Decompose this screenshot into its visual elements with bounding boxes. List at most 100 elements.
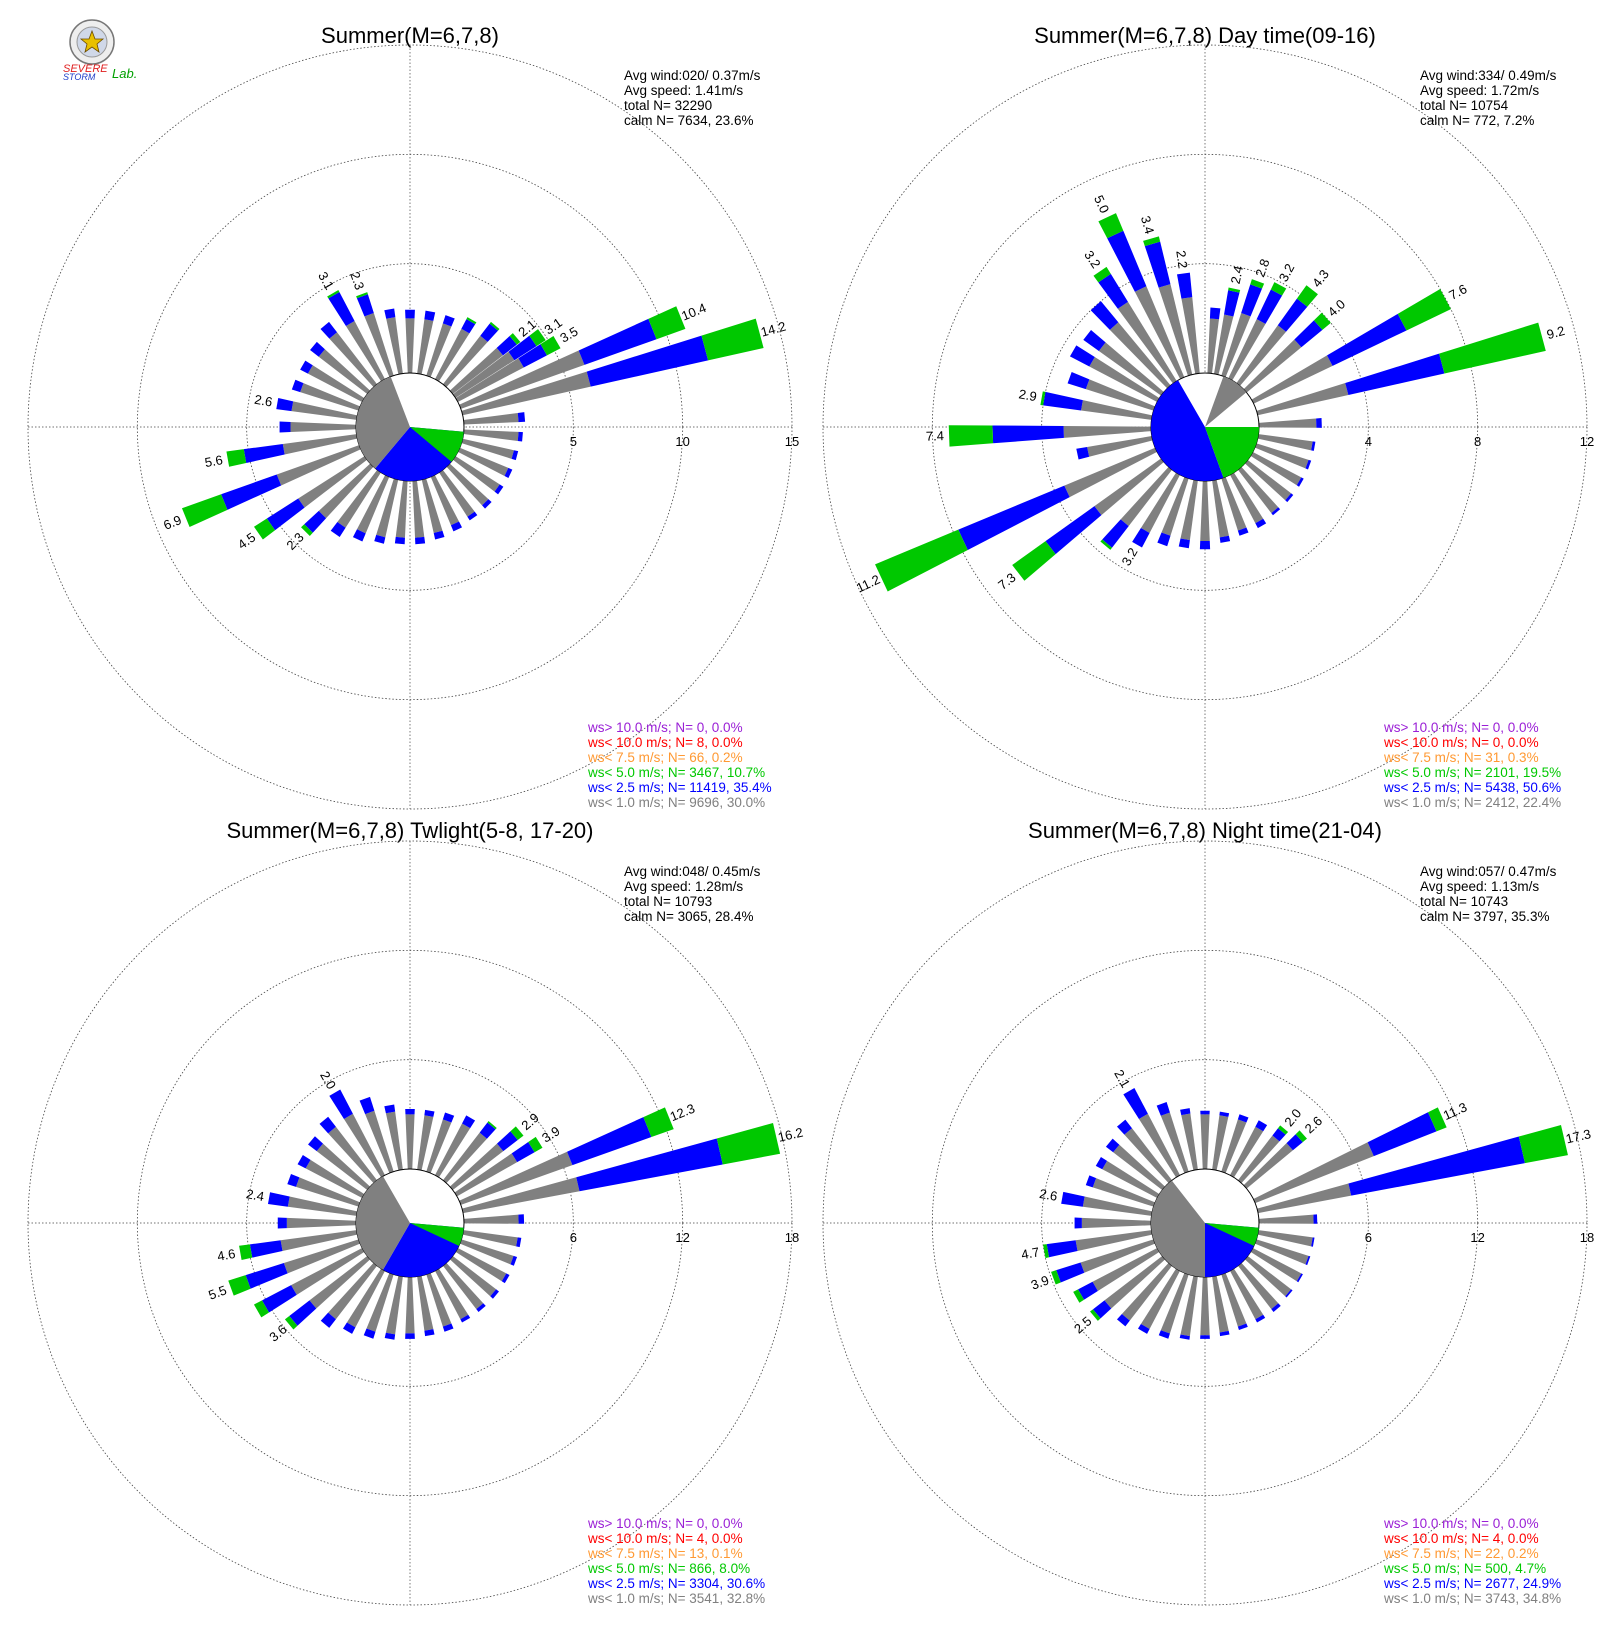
stat-total: total N= 10754 (1420, 98, 1509, 113)
bar-segment-blue (1144, 241, 1171, 288)
bar-segment-blue (501, 1273, 510, 1284)
bar-segment-green (1098, 213, 1124, 239)
legend-entry: ws< 10.0 m/s; N= 0, 0.0% (1383, 735, 1539, 750)
bar-segment-blue (1085, 1175, 1097, 1188)
bar-segment-blue (1116, 1314, 1130, 1327)
legend-entry: ws< 7.5 m/s; N= 66, 0.2% (587, 750, 743, 765)
bar-segment-gray (318, 463, 374, 519)
bar-value-label: 11.2 (854, 572, 882, 596)
bar-segment-gray (385, 1275, 403, 1335)
bar-value-label: 9.2 (1545, 323, 1566, 342)
radial-tick-label: 12 (1580, 434, 1594, 449)
direction-bar (442, 1121, 497, 1184)
bar-segment-blue (511, 450, 519, 461)
bar-value-label: 3.9 (539, 1123, 562, 1145)
bar-segment-green (1051, 1270, 1061, 1285)
bar-value-label: 4.0 (1325, 296, 1348, 319)
direction-bar: 7.6 (1251, 281, 1469, 404)
direction-bar (320, 1262, 378, 1328)
direction-bar: 2.6 (253, 392, 358, 420)
bar-value-label: 2.6 (1302, 1113, 1325, 1136)
direction-bar: 4.5 (235, 456, 368, 552)
legend-entry: ws> 10.0 m/s; N= 0, 0.0% (587, 720, 743, 735)
bar-segment-gray (282, 434, 358, 455)
bar-segment-blue (405, 1333, 415, 1339)
direction-bar (1156, 1102, 1189, 1174)
bar-segment-blue (1158, 1330, 1170, 1339)
bar-segment-blue (1219, 1111, 1230, 1117)
direction-bar (384, 1275, 403, 1340)
calm-slice (356, 1176, 410, 1270)
calm-slice (1150, 380, 1224, 482)
bar-segment-blue (1327, 313, 1407, 366)
bar-segment-green (1428, 1107, 1447, 1132)
bar-segment-green (301, 524, 313, 536)
bar-segment-green (1397, 289, 1451, 331)
bar-segment-gray (1214, 314, 1234, 375)
bar-segment-blue (356, 294, 374, 317)
bar-value-label: 2.3 (283, 530, 306, 553)
bar-segment-blue (479, 1122, 496, 1139)
bar-segment-gray (1075, 1230, 1153, 1252)
direction-bar (1258, 1214, 1318, 1224)
bar-segment-blue (329, 1089, 353, 1119)
bar-segment-gray (1200, 1114, 1210, 1170)
bar-segment-green (466, 317, 477, 325)
direction-bar (1258, 418, 1322, 428)
bar-segment-gray (1230, 1126, 1264, 1178)
bar-segment-blue (424, 1329, 435, 1337)
radial-tick-label: 15 (785, 434, 799, 449)
bar-segment-gray (461, 371, 591, 416)
bar-segment-gray (1092, 1248, 1160, 1291)
bar-segment-blue (1313, 1214, 1318, 1224)
bar-segment-gray (291, 401, 358, 420)
direction-bar (1074, 1217, 1152, 1229)
bar-segment-blue (1271, 1303, 1281, 1312)
direction-bar (462, 1230, 522, 1248)
bar-segment-gray (1087, 436, 1153, 457)
bar-segment-gray (452, 351, 515, 398)
bar-segment-gray (459, 350, 585, 409)
bar-segment-gray (1092, 1178, 1156, 1207)
bar-segment-gray (287, 1196, 358, 1216)
bar-segment-gray (307, 365, 365, 402)
bar-segment-green (284, 1315, 298, 1330)
bar-segment-blue (1043, 391, 1083, 411)
radial-tick-label: 6 (1365, 1230, 1372, 1245)
bar-segment-gray (405, 318, 415, 374)
direction-bar (1207, 307, 1221, 374)
bar-segment-blue (450, 521, 463, 532)
bar-segment-gray (1243, 1143, 1293, 1189)
direction-bar (1083, 329, 1164, 396)
bar-value-label: 2.8 (1252, 257, 1272, 279)
bar-segment-gray (1094, 458, 1164, 516)
stat-calm: calm N= 772, 7.2% (1420, 113, 1534, 128)
bar-segment-gray (412, 480, 425, 538)
bar-segment-gray (1102, 1160, 1160, 1198)
bar-segment-gray (305, 1159, 365, 1198)
radial-tick-label: 18 (1580, 1230, 1594, 1245)
bar-segment-blue (1105, 1138, 1120, 1153)
bar-segment-blue (328, 291, 355, 327)
radial-tick-label: 12 (675, 1230, 689, 1245)
bar-segment-gray (1140, 1268, 1180, 1329)
bar-segment-gray (426, 323, 452, 378)
direction-bar: 14.2 (461, 319, 788, 416)
bar-segment-blue (1102, 519, 1129, 548)
bar-segment-blue (330, 522, 346, 537)
stat-avg-speed: Avg speed: 1.41m/s (624, 83, 743, 98)
direction-bar: 16.2 (462, 1123, 804, 1214)
direction-bar: 7.4 (926, 425, 1152, 447)
bar-value-label: 16.2 (776, 1125, 804, 1145)
legend-entry: ws> 10.0 m/s; N= 0, 0.0% (587, 1516, 743, 1531)
bar-segment-gray (1161, 476, 1189, 536)
bar-segment-gray (395, 480, 408, 538)
wind-rose-panel-1: Summer(M=6,7,8)5 10 152.1 3.13.510.414.22.3… (27, 23, 799, 810)
direction-bar (297, 1155, 365, 1198)
bar-segment-blue (405, 1108, 415, 1115)
bar-segment-blue (320, 321, 338, 339)
direction-bar (1067, 372, 1156, 411)
bar-segment-gray (452, 456, 500, 492)
bar-segment-green (1073, 1289, 1085, 1303)
